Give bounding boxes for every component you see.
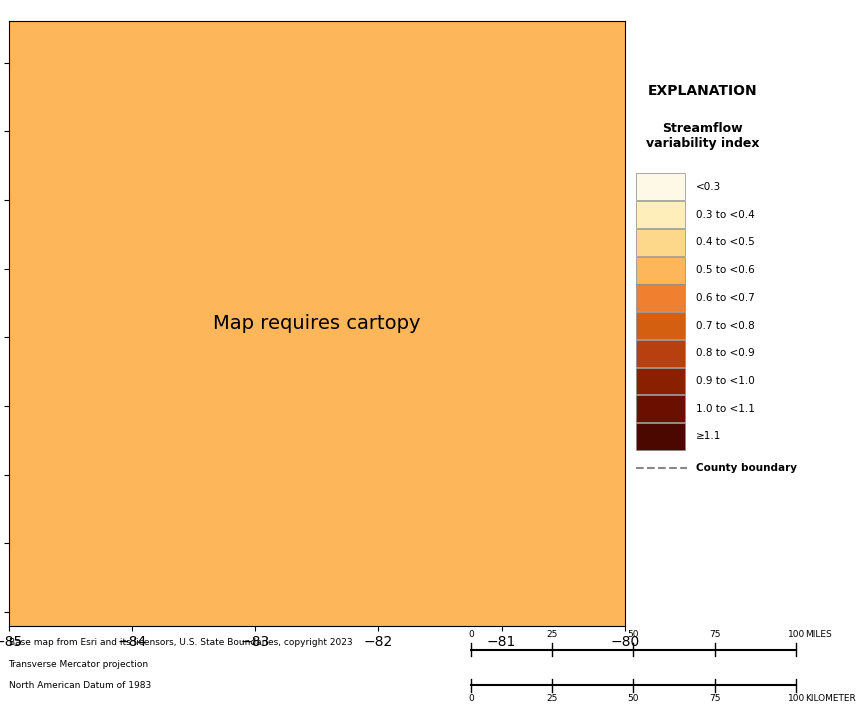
FancyBboxPatch shape bbox=[636, 423, 685, 450]
FancyBboxPatch shape bbox=[636, 173, 685, 201]
Text: Map requires cartopy: Map requires cartopy bbox=[213, 314, 420, 333]
Text: 75: 75 bbox=[709, 694, 721, 703]
Text: 0.6 to <0.7: 0.6 to <0.7 bbox=[696, 293, 755, 303]
FancyBboxPatch shape bbox=[636, 312, 685, 339]
Text: 0: 0 bbox=[468, 631, 473, 639]
Text: EXPLANATION: EXPLANATION bbox=[648, 84, 758, 98]
Text: 1.0 to <1.1: 1.0 to <1.1 bbox=[696, 404, 755, 414]
Text: 0.3 to <0.4: 0.3 to <0.4 bbox=[696, 210, 755, 220]
Text: 100: 100 bbox=[788, 694, 805, 703]
FancyBboxPatch shape bbox=[636, 368, 685, 395]
Text: 0.9 to <1.0: 0.9 to <1.0 bbox=[696, 376, 755, 386]
Text: 0.8 to <0.9: 0.8 to <0.9 bbox=[696, 348, 755, 358]
FancyBboxPatch shape bbox=[636, 395, 685, 422]
Text: 0.7 to <0.8: 0.7 to <0.8 bbox=[696, 321, 755, 331]
Text: 0.5 to <0.6: 0.5 to <0.6 bbox=[696, 265, 755, 275]
Text: Streamflow
variability index: Streamflow variability index bbox=[646, 122, 759, 150]
FancyBboxPatch shape bbox=[636, 257, 685, 284]
Text: 25: 25 bbox=[546, 631, 558, 639]
Text: County boundary: County boundary bbox=[696, 463, 797, 473]
FancyBboxPatch shape bbox=[636, 201, 685, 228]
Text: ≥1.1: ≥1.1 bbox=[696, 432, 722, 442]
FancyBboxPatch shape bbox=[636, 340, 685, 367]
Text: 0.4 to <0.5: 0.4 to <0.5 bbox=[696, 237, 755, 247]
FancyBboxPatch shape bbox=[636, 229, 685, 256]
Text: 25: 25 bbox=[546, 694, 558, 703]
Text: <0.3: <0.3 bbox=[696, 182, 722, 192]
Text: 100: 100 bbox=[788, 631, 805, 639]
Text: 50: 50 bbox=[627, 631, 639, 639]
Text: Transverse Mercator projection: Transverse Mercator projection bbox=[9, 660, 149, 669]
Text: 0: 0 bbox=[468, 694, 473, 703]
Text: MILES: MILES bbox=[805, 631, 831, 639]
FancyBboxPatch shape bbox=[636, 284, 685, 311]
Text: North American Datum of 1983: North American Datum of 1983 bbox=[9, 681, 151, 690]
Text: 75: 75 bbox=[709, 631, 721, 639]
Text: Base map from Esri and its licensors, U.S. State Boundaries, copyright 2023: Base map from Esri and its licensors, U.… bbox=[9, 638, 352, 648]
Text: KILOMETERS: KILOMETERS bbox=[805, 694, 856, 703]
Text: 50: 50 bbox=[627, 694, 639, 703]
